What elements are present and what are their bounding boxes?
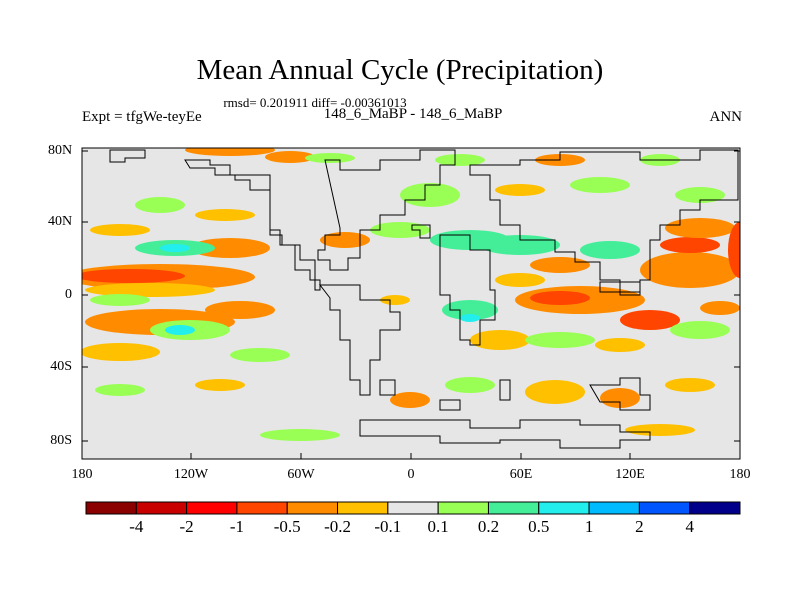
continent-outlines	[109, 149, 739, 449]
colorbar-label: -0.1	[374, 517, 402, 536]
colorbar-box	[437, 501, 489, 515]
colorbar-label: -4	[129, 517, 144, 536]
colorbar-label: 0.1	[427, 517, 449, 536]
lon-tick-120w: 120W	[173, 467, 209, 482]
lon-tick-180e: 180	[729, 467, 751, 482]
colorbar	[85, 501, 741, 515]
experiment-label: Expt = tfgWe-teyEe	[82, 109, 202, 125]
colorbar-label: -0.5	[273, 517, 301, 536]
colorbar-label: 4	[685, 517, 694, 536]
lat-tick-40n: 40N	[48, 214, 73, 229]
colorbar-box	[387, 501, 439, 515]
colorbar-label: -2	[179, 517, 194, 536]
lat-tick-80n: 80N	[48, 143, 73, 158]
colorbar-box	[286, 501, 339, 515]
axis-ticks	[82, 150, 740, 459]
lat-tick-80s: 80S	[50, 433, 72, 448]
lat-tick-40s: 40S	[50, 359, 72, 374]
colorbar-box	[638, 501, 691, 515]
lon-tick-180w: 180	[71, 467, 93, 482]
colorbar-label: 0.5	[528, 517, 550, 536]
colorbar-label: -0.2	[324, 517, 351, 536]
colorbar-box	[538, 501, 590, 515]
colorbar-box	[186, 501, 238, 515]
colorbar-box	[337, 501, 389, 515]
colorbar-box	[689, 501, 741, 515]
lon-tick-120e: 120E	[615, 467, 645, 482]
colorbar-box	[236, 501, 288, 515]
colorbar-box	[85, 501, 137, 515]
colorbar-box	[588, 501, 640, 515]
precipitation-field	[82, 148, 740, 441]
chart-title: Mean Annual Cycle (Precipitation)	[196, 54, 604, 86]
colorbar-label: 1	[584, 517, 594, 536]
case-label: 148_6_MaBP - 148_6_MaBP	[323, 106, 503, 122]
colorbar-label: 0.2	[477, 517, 500, 536]
lat-tick-0: 0	[65, 287, 72, 302]
colorbar-label: 2	[635, 517, 644, 536]
season-label: ANN	[709, 109, 743, 125]
colorbar-box	[135, 501, 188, 515]
lon-tick-0: 0	[407, 467, 415, 482]
lon-tick-60e: 60E	[509, 467, 533, 482]
colorbar-label: -1	[229, 517, 244, 536]
lon-tick-60w: 60W	[287, 467, 315, 482]
colorbar-box	[487, 501, 540, 515]
stats-line: rmsd= 0.201911 diff= -0.00361013	[223, 95, 407, 110]
